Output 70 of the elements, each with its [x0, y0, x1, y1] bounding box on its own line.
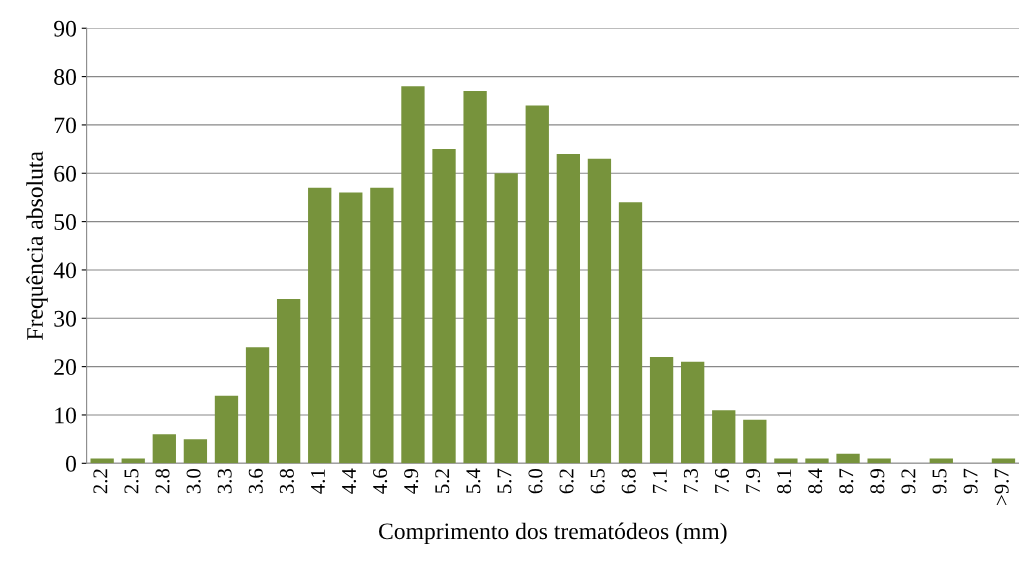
x-tick-label: 3.0	[186, 468, 201, 494]
x-tick-label: 8.4	[808, 468, 823, 494]
bar	[494, 173, 518, 464]
y-tick-label: 10	[55, 407, 76, 424]
x-tick-label: 6.2	[559, 469, 574, 494]
bar	[463, 91, 487, 464]
x-tick-label: 4.9	[404, 469, 419, 494]
x-tick-label: 6.0	[528, 468, 543, 494]
x-axis-title: Comprimento dos trematódeos (mm)	[379, 522, 727, 545]
x-tick-label: 3.6	[248, 468, 263, 494]
x-tick-label: 7.1	[652, 469, 667, 493]
x-tick-label: 8.9	[870, 469, 885, 494]
x-tick-label: >9.7	[994, 468, 1009, 505]
x-tick-label: 9.5	[932, 468, 947, 494]
x-tick-label: 2.5	[124, 468, 139, 494]
bar	[805, 458, 829, 464]
bar	[90, 458, 114, 464]
x-tick-label: 4.1	[310, 469, 326, 494]
y-tick-label: 50	[54, 214, 76, 231]
x-tick-label: 7.9	[746, 469, 761, 493]
y-tick-label: 40	[53, 262, 76, 279]
x-tick-label: 6.5	[590, 468, 605, 494]
y-tick-label: 80	[54, 69, 76, 86]
y-tick-label: 20	[54, 359, 76, 376]
bar	[432, 149, 456, 464]
bar	[681, 361, 705, 464]
y-axis-title: Frequência absoluta	[26, 151, 48, 340]
bar	[929, 458, 953, 464]
x-tick-label: 4.4	[342, 468, 357, 494]
bar	[401, 86, 425, 464]
bar	[525, 105, 549, 464]
bar	[867, 458, 891, 464]
x-tick-label: 7.6	[714, 468, 730, 493]
bar	[712, 410, 736, 464]
x-tick-label: 5.2	[435, 469, 450, 493]
x-tick-label: 2.8	[155, 468, 170, 494]
bar	[774, 458, 798, 464]
bar	[183, 439, 208, 464]
bar	[245, 347, 270, 464]
x-tick-label: 5.4	[466, 468, 481, 493]
x-tick-label: 8.7	[839, 468, 854, 494]
x-tick-label: 5.7	[497, 468, 512, 493]
x-tick-label: 8.1	[777, 469, 792, 494]
x-tick-label: 7.3	[683, 468, 698, 493]
x-tick-label: 3.3	[217, 468, 232, 494]
bar	[276, 298, 301, 464]
bar	[121, 458, 145, 464]
bar	[339, 192, 363, 464]
bar	[152, 434, 176, 464]
bar	[308, 187, 332, 464]
bar	[214, 395, 239, 464]
y-tick-label: 70	[54, 117, 76, 134]
bar	[836, 453, 860, 464]
bar	[587, 158, 612, 464]
y-tick-label: 90	[54, 20, 76, 37]
bar	[618, 202, 643, 464]
x-tick-label: 3.8	[279, 468, 294, 494]
x-tick-label: 9.2	[901, 469, 916, 494]
x-tick-label: 4.6	[373, 468, 388, 494]
x-tick-label: 9.7	[963, 468, 978, 494]
bar	[556, 153, 580, 464]
y-tick-label: 0	[65, 455, 76, 472]
bar	[370, 187, 394, 464]
bar	[649, 356, 674, 464]
bar	[743, 419, 767, 464]
x-tick-label: 6.8	[621, 468, 636, 494]
x-tick-label: 2.2	[93, 469, 108, 494]
y-tick-label: 60	[54, 165, 76, 182]
y-tick-label: 30	[54, 310, 76, 327]
bar	[991, 458, 1016, 464]
